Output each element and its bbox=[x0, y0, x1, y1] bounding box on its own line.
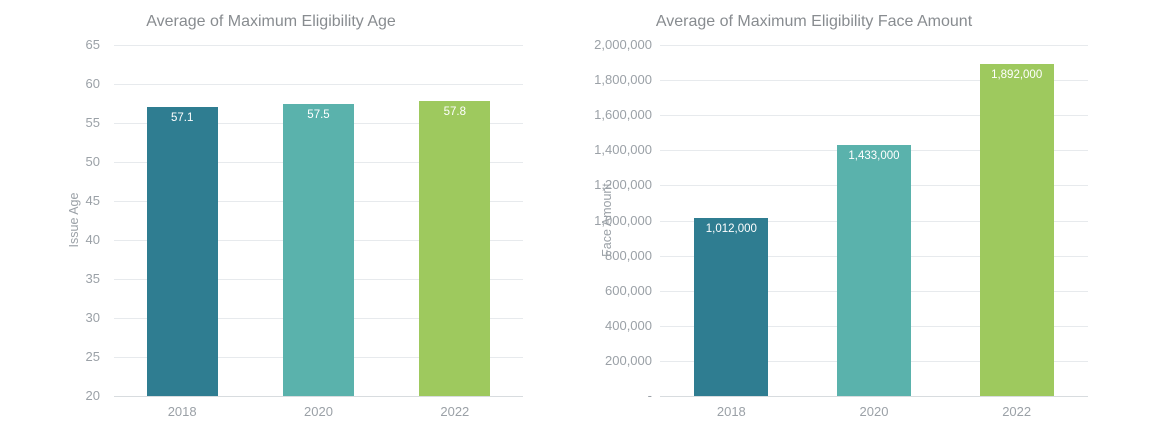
y-axis-tick-label: 50 bbox=[85, 154, 100, 169]
y-axis-tick-label: 1,600,000 bbox=[594, 107, 652, 123]
y-axis-tick-label: 20 bbox=[85, 388, 100, 403]
x-axis-label-2022: 2022 bbox=[1002, 404, 1032, 419]
y-axis-tick-label: 800,000 bbox=[605, 247, 652, 263]
y-axis-tick-label: 45 bbox=[85, 193, 100, 208]
y-axis-tick-label: 35 bbox=[85, 271, 100, 286]
y-axis-tick-label: 400,000 bbox=[605, 317, 652, 333]
bar-2018[interactable] bbox=[146, 106, 218, 396]
bar-2020[interactable] bbox=[836, 144, 912, 396]
bar-2022[interactable] bbox=[979, 63, 1054, 396]
gridline bbox=[660, 80, 1088, 82]
y-axis-tick-label: 40 bbox=[85, 232, 100, 247]
chart-title: Average of Maximum Eligibility Face Amou… bbox=[655, 13, 973, 30]
x-axis-label-2020: 2020 bbox=[304, 404, 333, 419]
y-axis-tick-label: 60 bbox=[85, 76, 100, 91]
gridline bbox=[114, 45, 523, 46]
bar-value-label: 1,892,000 bbox=[991, 68, 1043, 81]
y-axis-tick-label: 1,400,000 bbox=[594, 142, 652, 158]
eligibility-age-chart: Average of Maximum Eligibility Age Issue… bbox=[67, 13, 523, 419]
y-axis-tick-label: 1,000,000 bbox=[594, 212, 652, 228]
gridline bbox=[660, 396, 1088, 397]
x-axis-label-2020: 2020 bbox=[859, 404, 889, 419]
gridline bbox=[114, 396, 523, 397]
y-axis-tick-label: 65 bbox=[85, 37, 100, 52]
y-axis-tick-label: 55 bbox=[85, 115, 100, 130]
x-axis-label-2018: 2018 bbox=[167, 404, 197, 419]
bar-2022[interactable] bbox=[419, 101, 491, 396]
y-axis-tick-label: 30 bbox=[85, 310, 100, 325]
gridline bbox=[660, 45, 1088, 46]
gridline bbox=[114, 84, 523, 85]
y-axis-tick-label: 200,000 bbox=[605, 352, 652, 368]
bar-value-label: 1,433,000 bbox=[848, 149, 900, 162]
y-axis-tick-label: 25 bbox=[85, 349, 100, 364]
y-axis-tick-label: 2,000,000 bbox=[594, 37, 652, 52]
y-axis-tick-label: 600,000 bbox=[605, 282, 652, 298]
x-axis-label-2018: 2018 bbox=[716, 404, 746, 419]
x-axis-label-2022: 2022 bbox=[440, 404, 470, 419]
y-axis-tick-label: 1,200,000 bbox=[594, 177, 652, 193]
bar-value-label: 57.1 bbox=[170, 111, 194, 124]
bar-value-label: 57.8 bbox=[443, 106, 467, 119]
bar-2020[interactable] bbox=[283, 103, 354, 396]
y-axis-tick-label: 1,800,000 bbox=[594, 72, 652, 88]
face-amount-chart: Average of Maximum Eligibility Face Amou… bbox=[579, 0, 1158, 446]
bar-value-label: 1,012,000 bbox=[705, 223, 757, 236]
gridline bbox=[660, 115, 1088, 117]
y-axis-tick-label: - bbox=[647, 388, 652, 403]
bar-value-label: 57.5 bbox=[307, 108, 330, 121]
bar-2018[interactable] bbox=[694, 218, 769, 396]
chart-title: Average of Maximum Eligibility Age bbox=[146, 13, 396, 30]
